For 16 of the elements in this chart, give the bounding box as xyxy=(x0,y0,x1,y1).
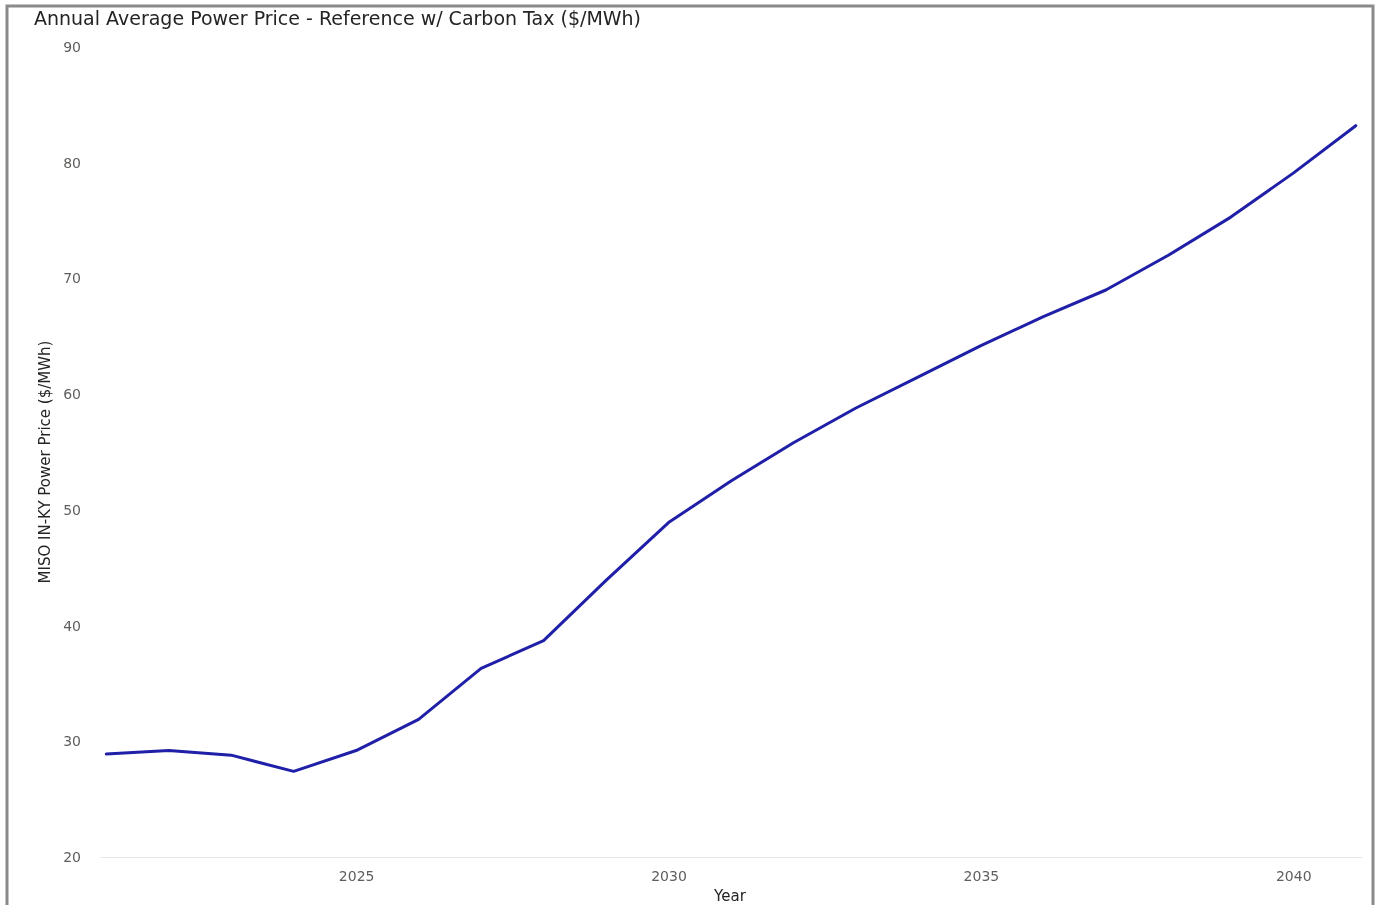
x-tick-label: 2035 xyxy=(963,867,1000,884)
x-tick-label: 2040 xyxy=(1275,867,1312,884)
y-tick-label: 50 xyxy=(63,501,81,518)
y-tick-label: 40 xyxy=(63,617,81,634)
chart-title: Annual Average Power Price - Reference w/ Carbon Tax ($/MWh) xyxy=(34,7,642,29)
y-axis-title: MISO IN-KY Power Price ($/MWh) xyxy=(36,340,54,584)
y-tick-label: 90 xyxy=(63,38,81,55)
x-tick-label: 2025 xyxy=(338,867,375,884)
y-tick-label: 80 xyxy=(63,154,81,171)
x-tick-label: 2030 xyxy=(651,867,687,884)
y-tick-label: 30 xyxy=(63,733,81,750)
y-tick-label: 70 xyxy=(63,270,81,287)
x-axis-title: Year xyxy=(713,887,747,905)
y-tick-label: 20 xyxy=(63,848,81,865)
line-series xyxy=(104,124,1358,773)
y-tick-label: 60 xyxy=(63,386,81,403)
